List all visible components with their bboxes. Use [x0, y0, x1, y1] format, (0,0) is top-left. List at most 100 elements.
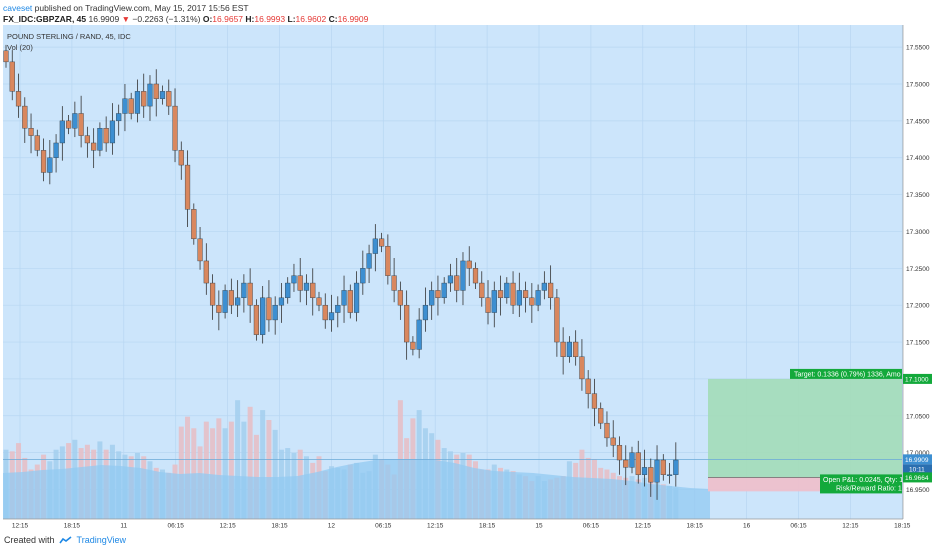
candle-body	[341, 290, 347, 306]
close-value: 16.9909	[337, 14, 369, 24]
candle-body	[328, 312, 335, 321]
candle-body	[65, 120, 72, 129]
candle-body	[53, 142, 59, 158]
price-axis-background	[903, 25, 932, 530]
target-price-tag: 17.1000	[905, 376, 929, 383]
last-price: 16.9909	[88, 14, 120, 24]
candle-body	[191, 209, 197, 240]
candle-body	[491, 290, 497, 313]
candle-body	[172, 105, 178, 151]
volume-indicator-label: Vol (20)	[7, 43, 33, 52]
candle-body	[147, 83, 153, 107]
candle-body	[554, 297, 560, 343]
price-tick-label: 17.0500	[906, 413, 930, 420]
time-tick-label: 15	[535, 523, 543, 530]
candle-body	[535, 290, 541, 306]
time-tick-label: 18:15	[894, 523, 911, 530]
candle-body	[97, 128, 103, 151]
candle-body	[203, 260, 209, 284]
candle-body	[166, 91, 172, 107]
candles	[3, 44, 679, 500]
candle-body	[360, 268, 366, 284]
candle-body	[522, 290, 529, 299]
open-value: 16.9657	[212, 14, 244, 24]
down-arrow-icon: ▼	[121, 14, 131, 24]
price-axis[interactable]: 17.5500 17.5000 17.4500 17.4000 17.3500 17.30…	[902, 25, 932, 530]
price-tick-label: 17.0000	[906, 450, 930, 457]
time-tick-label: 12:15	[842, 523, 859, 530]
candle-body	[184, 164, 191, 210]
candle-body	[516, 290, 522, 306]
price-tick-label: 17.5500	[906, 45, 930, 52]
candle-body	[159, 91, 166, 99]
candle-body	[347, 290, 353, 313]
candle-body	[353, 282, 360, 313]
volume-ma-area	[3, 459, 710, 519]
time-tick-label: 06:15	[583, 523, 600, 530]
countdown-box	[903, 464, 932, 474]
candle-body	[40, 150, 47, 173]
time-axis-background	[0, 519, 903, 530]
time-tick-label: 06:15	[375, 523, 392, 530]
time-tick-label: 06:15	[168, 523, 185, 530]
candle-body	[529, 297, 535, 306]
candle-body	[260, 297, 266, 335]
candle-body	[366, 253, 372, 269]
candle-body	[673, 459, 679, 475]
created-with-label: Created with	[4, 535, 55, 545]
candle-body	[404, 304, 410, 343]
tradingview-link[interactable]: TradingView	[76, 535, 127, 545]
candle-body	[560, 341, 566, 357]
chart-title: POUND STERLING / RAND, 45, IDC	[7, 32, 131, 41]
candle-body	[497, 290, 504, 299]
time-tick-label: 12:15	[635, 523, 652, 530]
candle-body	[28, 128, 34, 136]
volume-bar	[222, 428, 228, 519]
candle-body	[134, 91, 141, 114]
candle-body	[278, 297, 285, 306]
author-link[interactable]: caveset	[3, 3, 33, 13]
price-tick-label: 17.1500	[906, 340, 930, 347]
candle-body	[72, 113, 78, 129]
candle-body	[216, 304, 222, 313]
entry-price-tag: 16.9664	[905, 475, 929, 482]
candle-body	[379, 238, 385, 247]
time-tick-label: 16	[743, 523, 751, 530]
candle-body	[604, 422, 610, 439]
candle-body	[435, 290, 441, 299]
candle-body	[122, 98, 128, 114]
volume-bar	[203, 421, 209, 519]
candle-body	[641, 467, 648, 475]
candle-body	[566, 341, 573, 357]
candle-body	[78, 113, 84, 136]
time-tick-label: 12	[328, 523, 336, 530]
candle-body	[666, 474, 673, 476]
time-axis[interactable]: 12:15 18:15 11 06:15 12:15 18:15 12 06:15 12:15 1…	[0, 518, 911, 530]
candle-body	[472, 268, 479, 284]
time-tick-label: 12:15	[427, 523, 444, 530]
position-tool[interactable]: Target: 0.1336 (0.79%) 1336, Amo Open P&L…	[3, 368, 908, 494]
tradingview-logo-icon	[58, 535, 72, 543]
candle-body	[197, 238, 203, 262]
price-chart[interactable]: Target: 0.1336 (0.79%) 1336, Amo Open P&L…	[0, 25, 932, 530]
candle-body	[416, 319, 422, 350]
target-label: Target: 0.1336 (0.79%) 1336, Amo	[794, 371, 901, 378]
price-change: −0.2263 (−1.31%)	[132, 14, 201, 24]
ohlc-line: FX_IDC:GBPZAR, 45 16.9909 ▼ −0.2263 (−1.…	[3, 14, 368, 24]
candle-body	[272, 304, 278, 321]
volume-bar	[210, 428, 216, 519]
candle-body	[141, 91, 147, 107]
candle-body	[291, 275, 297, 284]
candle-body	[447, 275, 454, 284]
entry-price-tag-box	[903, 472, 932, 483]
time-tick-label: 12:15	[12, 523, 29, 530]
high-label: H:	[245, 14, 255, 24]
volume-bar	[272, 429, 278, 519]
candle-body	[84, 135, 90, 144]
symbol-label: FX_IDC:GBPZAR, 45	[3, 14, 87, 24]
publish-info: published on TradingView.com, May 15, 20…	[34, 3, 249, 13]
candle-body	[103, 128, 109, 144]
time-tick-label: 11	[120, 523, 127, 530]
candle-body	[235, 297, 241, 306]
candle-body	[316, 297, 322, 306]
